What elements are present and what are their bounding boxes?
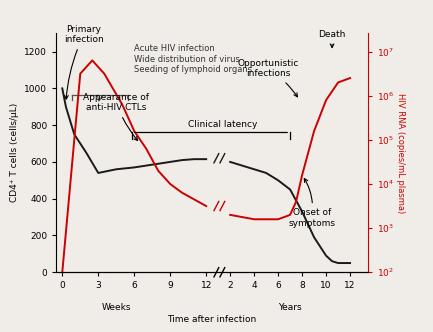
Text: Acute HIV infection
Wide distribution of virus
Seeding of lymphoid organs: Acute HIV infection Wide distribution of… (134, 44, 252, 74)
Y-axis label: HIV RNA (copies/mL plasma): HIV RNA (copies/mL plasma) (397, 93, 405, 213)
Text: Years: Years (278, 302, 302, 311)
Text: Weeks: Weeks (101, 302, 131, 311)
Text: Appearance of
anti-HIV CTLs: Appearance of anti-HIV CTLs (83, 93, 149, 140)
Text: Time after infection: Time after infection (168, 314, 257, 323)
Text: Death: Death (318, 30, 346, 47)
Y-axis label: CD4⁺ T cells (cells/μL): CD4⁺ T cells (cells/μL) (10, 103, 19, 202)
Text: Primary
infection: Primary infection (64, 25, 104, 99)
Text: Clinical latency: Clinical latency (188, 120, 258, 129)
Text: Opportunistic
infections: Opportunistic infections (238, 59, 299, 97)
Text: Onset of
symptoms: Onset of symptoms (288, 179, 335, 228)
